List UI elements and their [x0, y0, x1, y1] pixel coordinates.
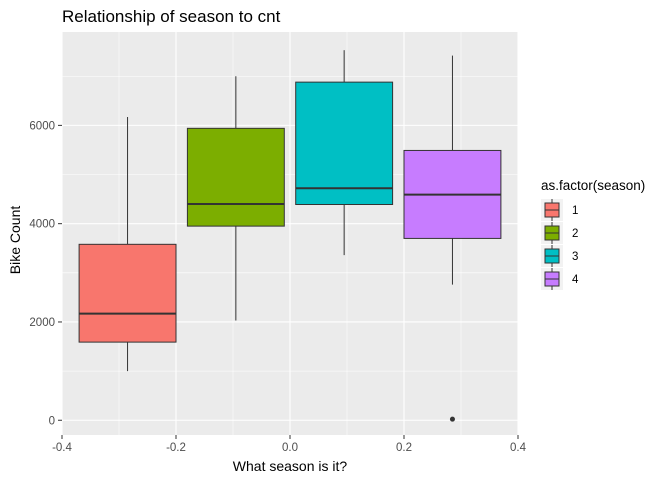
y-tick-label: 0	[49, 415, 55, 427]
x-tick-label: -0.4	[52, 442, 72, 454]
legend-label: 3	[572, 251, 578, 263]
box	[295, 81, 394, 206]
legend: as.factor(season) 1 2 3 4	[541, 178, 645, 290]
y-tick-label: 2000	[29, 317, 55, 329]
outlier-point	[449, 416, 455, 422]
legend-title: as.factor(season)	[541, 178, 645, 193]
box	[186, 127, 285, 227]
box-series	[78, 50, 502, 422]
x-tick-label: 0.0	[282, 442, 298, 454]
y-tick-label: 4000	[29, 219, 55, 231]
y-tick-label: 6000	[29, 120, 55, 132]
chart-title: Relationship of season to cnt	[62, 7, 281, 26]
box-group-season-4	[403, 55, 502, 422]
x-tick-label: -0.2	[166, 442, 186, 454]
x-tick-label: 0.2	[396, 442, 412, 454]
legend-label: 1	[572, 205, 578, 217]
x-tick-label: 0.4	[510, 442, 527, 454]
legend-label: 2	[572, 228, 578, 240]
x-axis-title: What season is it?	[233, 458, 348, 474]
legend-item-4: 4	[541, 268, 579, 290]
box-group-season-1	[78, 117, 177, 372]
legend-item-3: 3	[541, 245, 578, 267]
y-axis-title: Bike Count	[7, 206, 23, 275]
legend-item-1: 1	[541, 199, 578, 221]
legend-item-2: 2	[541, 222, 578, 244]
legend-label: 4	[572, 274, 579, 286]
box	[78, 243, 177, 343]
box-group-season-3	[295, 50, 394, 256]
y-axis: 0 2000 4000 6000	[29, 120, 62, 427]
box-group-season-2	[186, 76, 285, 321]
x-axis: -0.4 -0.2 0.0 0.2 0.4	[52, 435, 527, 454]
